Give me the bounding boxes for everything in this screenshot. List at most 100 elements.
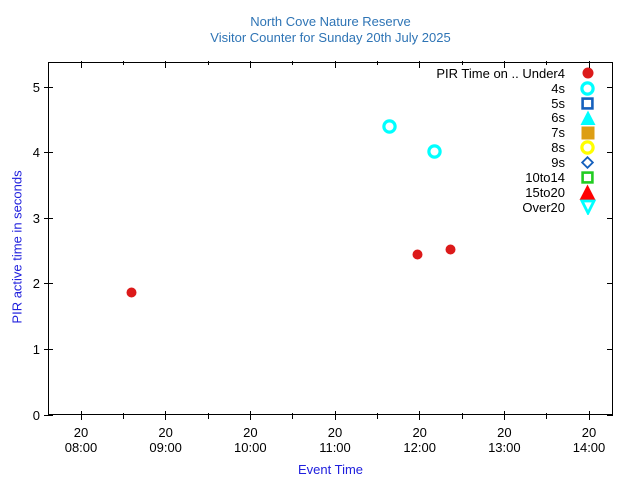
y-tick-major [44,152,53,154]
x-tick-time: 14:00 [572,440,606,455]
square-marker-icon [579,95,596,112]
legend-label: 7s [551,125,565,141]
legend-item-4s: 4s [436,81,596,96]
x-tick-label: 20 13:00 [472,425,536,455]
legend-item-15to20: 15to20 [436,184,596,201]
circle-marker-icon [579,139,596,156]
x-tick-day: 20 [412,425,427,440]
legend-item-7s: 7s [436,125,596,140]
x-tick-major [419,411,421,420]
x-tick-minor-top [376,61,378,65]
x-tick-day: 20 [243,425,258,440]
y-axis-label: PIR active time in seconds [9,170,25,324]
legend-label: 5s [551,95,565,111]
y-tick-label: 3 [32,210,40,226]
y-tick-major-right [607,348,613,350]
x-tick-minor [461,413,463,419]
triangle-up-marker-icon [579,184,596,201]
x-tick-minor-top [461,61,463,65]
legend-item-8s: 8s [436,140,596,155]
chart-title-line1: North Cove Nature Reserve [250,14,411,29]
x-tick-day: 20 [497,425,512,440]
x-tick-minor-top [122,61,124,65]
y-tick-major [44,348,53,350]
x-tick-major-top [80,61,82,68]
x-tick-minor [546,413,548,419]
x-tick-time: 12:00 [403,440,436,455]
x-tick-time: 09:00 [149,440,182,455]
data-point-under4 [412,249,423,260]
y-tick-label: 0 [32,407,40,423]
x-tick-label: 20 11:00 [303,425,367,455]
x-tick-label: 20 09:00 [134,425,198,455]
x-tick-day: 20 [327,425,343,440]
y-tick-major-right [607,414,613,416]
legend-item-6s: 6s [436,109,596,126]
x-tick-major [80,411,82,420]
x-tick-major-top [249,61,251,68]
x-tick-label: 20 10:00 [218,425,282,455]
x-tick-major-top [165,61,167,68]
legend-label: 10to14 [525,169,565,185]
y-tick-major-right [607,152,613,154]
chart-title: North Cove Nature Reserve Visitor Counte… [48,14,613,46]
chart-title-line2: Visitor Counter for Sunday 20th July 202… [210,30,451,45]
x-tick-time: 08:00 [64,440,98,455]
diamond-marker-icon [579,154,596,171]
square-marker-icon [579,124,596,141]
legend-label: Over20 [522,199,565,215]
legend-item-5s: 5s [436,96,596,111]
x-tick-major [165,411,167,420]
x-tick-time: 11:00 [319,440,351,455]
x-tick-minor [376,413,378,419]
y-tick-major-right [607,86,613,88]
x-tick-major-top [588,61,590,68]
legend-label: 15to20 [525,184,565,200]
x-tick-minor-top [292,61,294,65]
x-tick-label: 20 08:00 [49,425,113,455]
y-tick-major [44,217,53,219]
data-point-4s [381,119,397,134]
x-tick-day: 20 [581,425,597,440]
x-tick-major-top [419,61,421,68]
x-tick-label: 20 14:00 [557,425,621,455]
x-tick-minor [207,413,209,419]
x-tick-minor [292,413,294,419]
data-point-under4 [126,287,137,298]
x-tick-major [334,411,336,420]
x-tick-label: 20 12:00 [388,425,452,455]
x-tick-day: 20 [158,425,173,440]
legend-item-pir-time-on-under4: PIR Time on .. Under4 [436,66,596,81]
legend-label: 4s [551,80,565,96]
x-tick-day: 20 [73,425,89,440]
x-tick-major [503,411,505,420]
y-tick-label: 5 [32,79,40,95]
x-tick-time: 13:00 [488,440,521,455]
y-tick-major [44,283,53,285]
legend-label: 8s [551,140,565,156]
legend-label: 9s [551,154,565,170]
legend-item-over20: Over20 [436,199,596,216]
legend: PIR Time on .. Under4 4s 5s 6s 7s 8s 9s 10to14 1… [436,66,596,216]
y-tick-label: 4 [32,145,40,161]
data-point-under4 [445,244,456,255]
x-tick-major-top [334,61,336,68]
square-marker-icon [579,169,596,186]
x-tick-major [588,411,590,420]
y-tick-major [44,414,53,416]
triangle-down-marker-icon [579,199,596,216]
x-tick-minor-top [207,61,209,65]
y-tick-label: 1 [32,341,40,357]
x-tick-time: 10:00 [234,440,267,455]
legend-item-10to14: 10to14 [436,170,596,185]
x-tick-major [249,411,251,420]
y-tick-major-right [607,217,613,219]
y-tick-major-right [607,283,613,285]
x-axis-label: Event Time [297,462,364,477]
triangle-up-marker-icon [579,109,596,126]
x-tick-minor [122,413,124,419]
legend-label: PIR Time on .. Under4 [436,65,565,81]
y-tick-major [44,86,53,88]
legend-label: 6s [551,110,565,126]
